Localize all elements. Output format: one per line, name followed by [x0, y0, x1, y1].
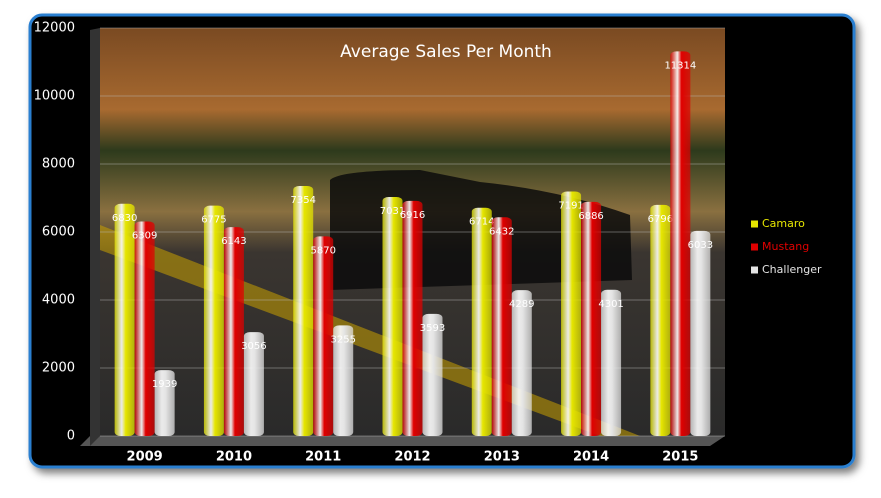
- y-tick-label: 12000: [34, 21, 75, 36]
- x-tick-label: 2009: [127, 450, 163, 465]
- bar: [471, 207, 492, 436]
- value-label: 6714: [469, 217, 494, 228]
- value-label: 6886: [578, 211, 603, 222]
- value-label: 3056: [241, 341, 266, 352]
- bar: [511, 290, 532, 436]
- value-label: 11314: [664, 60, 696, 71]
- bar: [223, 227, 244, 436]
- legend-marker: [751, 243, 758, 251]
- y-tick-label: 2000: [42, 361, 75, 376]
- value-label: 6309: [132, 230, 157, 241]
- value-label: 7354: [290, 195, 315, 206]
- y-tick-label: 10000: [34, 89, 75, 104]
- legend-label: Camaro: [762, 217, 805, 230]
- floor: [80, 436, 725, 446]
- bar: [650, 204, 671, 436]
- bar: [333, 325, 354, 436]
- value-label: 6143: [221, 236, 246, 247]
- bar: [203, 205, 224, 436]
- value-label: 6796: [648, 214, 673, 225]
- value-label: 3593: [420, 323, 445, 334]
- value-label: 5870: [310, 245, 335, 256]
- x-tick-label: 2010: [216, 450, 252, 465]
- y-tick-label: 8000: [42, 157, 75, 172]
- x-tick-label: 2011: [305, 450, 341, 465]
- bar: [313, 236, 334, 436]
- bar: [422, 313, 443, 436]
- value-label: 4301: [598, 299, 623, 310]
- chart-title: Average Sales Per Month: [340, 42, 552, 62]
- x-tick-label: 2013: [484, 450, 520, 465]
- bar: [243, 332, 264, 436]
- value-label: 6033: [688, 240, 713, 251]
- side-wall: [90, 28, 100, 446]
- bar: [491, 217, 512, 436]
- bar: [601, 289, 622, 436]
- bar: [690, 230, 711, 436]
- plot: 0 2000 4000 6000 8000 10000 12000 2009 6830 6309 1…: [34, 21, 822, 465]
- value-label: 6775: [201, 215, 226, 226]
- value-label: 6830: [112, 213, 137, 224]
- legend-marker: [751, 266, 758, 274]
- x-tick-label: 2014: [573, 450, 609, 465]
- bar: [114, 203, 135, 436]
- y-tick-label: 0: [67, 429, 75, 444]
- bar: [293, 185, 314, 436]
- bar: [382, 196, 403, 436]
- x-tick-label: 2015: [662, 450, 698, 465]
- value-label: 7191: [558, 201, 583, 212]
- value-label: 7031: [380, 206, 405, 217]
- legend-marker: [751, 220, 758, 228]
- y-tick-label: 6000: [42, 225, 75, 240]
- value-label: 4289: [509, 299, 534, 310]
- bar: [581, 201, 602, 436]
- bar: [670, 51, 691, 436]
- value-label: 1939: [152, 379, 177, 390]
- x-tick-label: 2012: [394, 450, 430, 465]
- value-label: 6432: [489, 226, 514, 237]
- y-tick-label: 4000: [42, 293, 75, 308]
- value-label: 3255: [330, 334, 355, 345]
- legend-label: Mustang: [762, 240, 809, 253]
- bar: [402, 200, 423, 436]
- bar: [561, 191, 582, 436]
- bar: [154, 370, 175, 436]
- bar: [134, 221, 155, 436]
- value-label: 6916: [400, 210, 425, 221]
- legend-label: Challenger: [762, 263, 822, 276]
